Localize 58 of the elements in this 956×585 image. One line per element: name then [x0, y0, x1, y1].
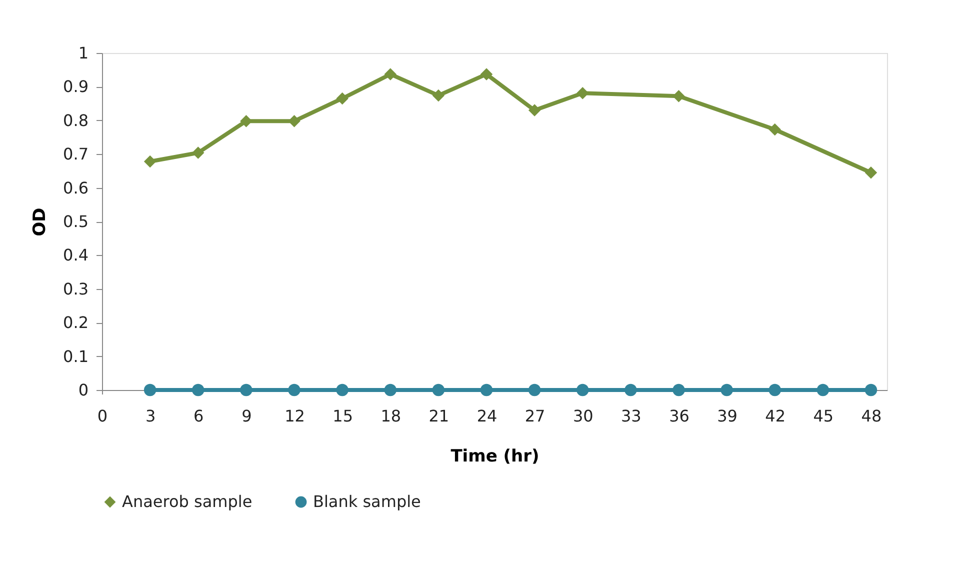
y-tick-label: 0.3 — [63, 279, 88, 298]
point — [720, 384, 733, 396]
y-tick-label: 0 — [78, 380, 88, 400]
y-tick-label: 0.9 — [63, 77, 88, 96]
y-tick-label: 0.8 — [63, 110, 88, 130]
point — [192, 146, 204, 159]
point — [624, 384, 637, 396]
point — [384, 384, 396, 396]
x-axis-title: Time (hr) — [450, 446, 540, 466]
y-tick-label: 0.7 — [63, 144, 88, 164]
x-tick-label: 21 — [428, 406, 450, 426]
x-tick-label: 48 — [861, 406, 882, 426]
x-tick-label: 0 — [97, 406, 108, 426]
y-tick-label: 0.1 — [63, 346, 88, 366]
point — [336, 384, 348, 396]
point — [432, 384, 445, 396]
x-tick-label: 45 — [813, 406, 834, 426]
y-tick-label: 0.6 — [63, 178, 88, 198]
point — [192, 384, 204, 396]
x-tick-label: 18 — [380, 406, 402, 426]
x-tick-label: 3 — [145, 406, 156, 426]
x-tick-label: 33 — [620, 406, 642, 426]
point — [144, 155, 156, 168]
point — [384, 68, 396, 80]
x-tick-label: 30 — [572, 406, 594, 426]
x-tick-label: 24 — [476, 406, 498, 426]
y-tick-label: 0.4 — [63, 246, 88, 265]
y-tick-label: 0.5 — [63, 212, 88, 231]
x-tick-label: 12 — [284, 406, 305, 426]
point — [768, 384, 781, 396]
point — [240, 384, 252, 396]
point — [672, 384, 685, 396]
x-tick-label: 39 — [717, 406, 738, 426]
point — [528, 384, 541, 396]
x-tick-label: 36 — [669, 406, 690, 426]
point — [816, 384, 830, 396]
x-tick-label: 15 — [332, 406, 353, 426]
point — [336, 92, 348, 105]
x-tick-label: 42 — [765, 406, 786, 426]
point — [480, 384, 493, 396]
x-tick-label: 9 — [242, 406, 252, 426]
y-tick-label: 1 — [78, 44, 88, 62]
point — [768, 123, 781, 136]
point — [864, 166, 878, 179]
point — [576, 384, 589, 396]
point — [144, 384, 156, 396]
point — [432, 89, 445, 102]
legend-label: Blank sample — [313, 492, 421, 511]
y-axis-title: OD — [30, 208, 50, 236]
point — [480, 68, 493, 80]
point — [528, 104, 541, 116]
point — [288, 114, 300, 128]
x-tick-label: 27 — [524, 406, 546, 426]
y-tick-label: 0.2 — [63, 313, 88, 332]
x-tick-label: 6 — [194, 406, 204, 426]
point — [864, 384, 878, 396]
legend-label: Anaerob sample — [122, 492, 252, 511]
point — [288, 384, 300, 396]
